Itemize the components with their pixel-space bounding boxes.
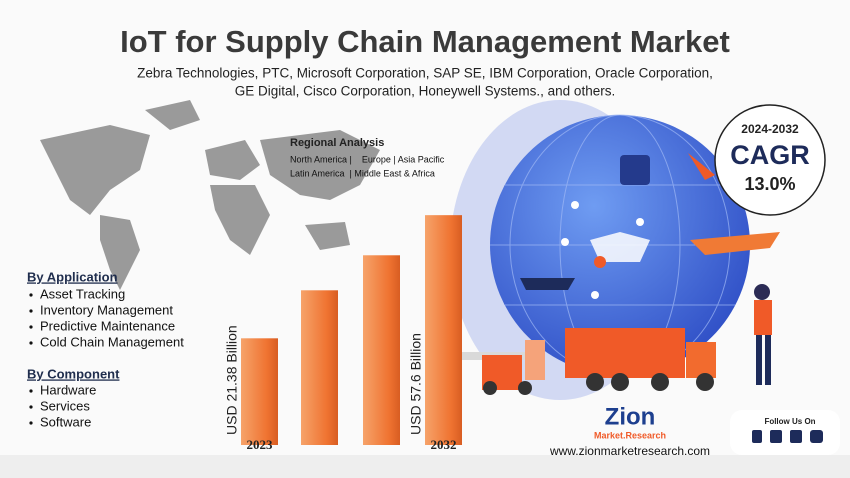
cagr-badge (714, 104, 826, 216)
list-item: Asset Tracking (40, 286, 125, 301)
social-title: Follow Us On (764, 417, 815, 426)
section-title: By Application (27, 269, 118, 284)
pin (594, 256, 606, 268)
value-label: USD 57.6 Billion (408, 333, 424, 435)
section-title: By Component (27, 366, 120, 381)
plane (690, 232, 780, 255)
url: www.zionmarketresearch.com (549, 444, 710, 458)
cagr-value: 13.0% (744, 174, 795, 194)
island (590, 232, 650, 262)
value-label: USD 21.38 Billion (224, 325, 240, 435)
list-item: Inventory Management (40, 302, 173, 317)
footer-band (0, 455, 850, 478)
ship (520, 278, 575, 290)
bullet (29, 293, 33, 297)
regional-line: Latin America | Middle East & Africa (290, 168, 435, 178)
bullet (29, 325, 33, 329)
cagr-period: 2024-2032 (741, 122, 799, 136)
bar (241, 338, 278, 445)
bullet (29, 405, 33, 409)
bar (363, 255, 400, 445)
rocket (688, 153, 715, 180)
regional-title: Regional Analysis (290, 137, 384, 149)
truck (462, 328, 716, 395)
bar (425, 215, 462, 445)
cagr-label: CAGR (730, 140, 810, 170)
subtitle: GE Digital, Cisco Corporation, Honeywell… (235, 84, 615, 99)
social-icons (752, 430, 823, 443)
bullet (29, 341, 33, 345)
bullet (29, 421, 33, 425)
x-tick-label: 2032 (431, 437, 457, 452)
bar (301, 290, 338, 445)
social-box (730, 410, 840, 455)
x-tick-label: 2023 (247, 437, 274, 452)
logo: Zion (605, 403, 656, 430)
nodes (561, 201, 644, 299)
regional-line: North America | Europe | Asia Pacific (290, 154, 445, 164)
logo-tagline: Market.Research (594, 430, 666, 440)
person (754, 284, 772, 385)
list-item: Services (40, 398, 90, 413)
list-item: Cold Chain Management (40, 334, 184, 349)
bullet (29, 389, 33, 393)
world-map (40, 100, 380, 290)
bullet (29, 309, 33, 313)
train (620, 155, 650, 185)
list-item: Hardware (40, 382, 96, 397)
title: IoT for Supply Chain Management Market (120, 24, 730, 59)
list-item: Software (40, 414, 91, 429)
list-item: Predictive Maintenance (40, 318, 175, 333)
subtitle: Zebra Technologies, PTC, Microsoft Corpo… (137, 66, 713, 81)
